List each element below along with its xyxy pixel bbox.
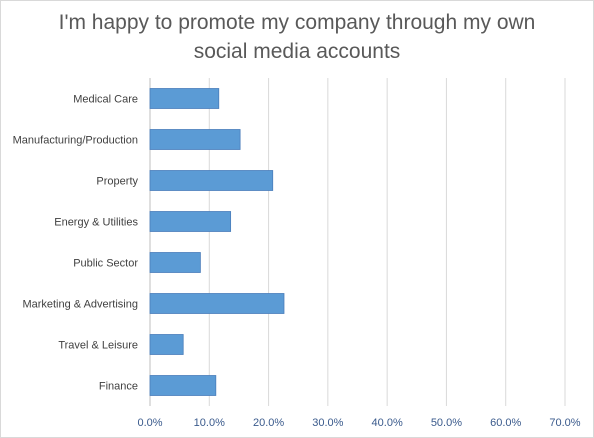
- category-labels: Medical Care Manufacturing/Production Prop…: [13, 94, 139, 393]
- category-label: Marketing & Advertising: [22, 299, 138, 311]
- bar: [149, 334, 184, 355]
- grid-lines: [149, 78, 566, 406]
- bar: [149, 293, 285, 314]
- chart-title-line-1: I'm happy to promote my company through …: [58, 11, 536, 34]
- bar: [149, 211, 232, 232]
- x-tick-label: 20.0%: [253, 417, 284, 429]
- x-tick-label: 50.0%: [431, 417, 462, 429]
- category-label: Travel & Leisure: [58, 340, 138, 352]
- bar: [149, 129, 241, 150]
- bar: [149, 375, 217, 396]
- category-label: Finance: [99, 381, 138, 393]
- bar: [149, 170, 274, 191]
- bar: [149, 252, 201, 273]
- x-tick-label: 40.0%: [372, 417, 403, 429]
- category-label: Manufacturing/Production: [13, 135, 138, 147]
- bars: [149, 88, 285, 396]
- category-label: Energy & Utilities: [54, 217, 138, 229]
- bar: [149, 88, 220, 109]
- category-label: Medical Care: [73, 94, 138, 106]
- x-tick-label: 30.0%: [312, 417, 343, 429]
- chart-title-line-2: social media accounts: [193, 40, 401, 63]
- x-tick-label: 0.0%: [137, 417, 162, 429]
- x-tick-label: 60.0%: [490, 417, 521, 429]
- category-label: Property: [96, 176, 138, 188]
- chart-title: I'm happy to promote my company through …: [0, 8, 594, 66]
- x-tick-labels: 0.0% 10.0% 20.0% 30.0% 40.0% 50.0% 60.0% 70.0%: [137, 417, 580, 429]
- category-label: Public Sector: [73, 258, 138, 270]
- x-tick-label: 10.0%: [194, 417, 225, 429]
- x-tick-label: 70.0%: [549, 417, 580, 429]
